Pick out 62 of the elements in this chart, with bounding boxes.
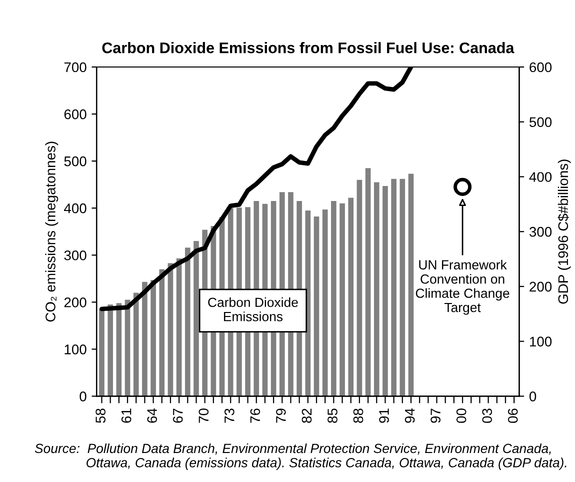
chart-title: Carbon Dioxide Emissions from Fossil Fuel Use: Canada [102, 42, 514, 54]
y2-tick-label: 300 [529, 226, 552, 237]
bar [391, 178, 396, 396]
y2-tick-label: 400 [529, 172, 552, 182]
bar [322, 209, 328, 396]
x-tick-label: 94 [404, 408, 415, 423]
x-tick-label: 97 [430, 408, 440, 423]
line-series [100, 67, 414, 312]
bar [168, 263, 174, 396]
x-tick-label: 61 [121, 408, 132, 423]
bar [184, 248, 190, 396]
bar [348, 198, 354, 396]
y2-tick-label: 0 [529, 392, 536, 402]
y-tick-label: 700 [64, 62, 86, 72]
bar [408, 174, 414, 396]
bar [314, 216, 320, 396]
source-note: Source: Pollution Data Branch, Environmental Protection Service, Environment Canada, Ottawa, Canada (emissions data). Statistics Canada, Ottawa, Canada (GDP data). [34, 443, 566, 470]
bar [99, 309, 104, 396]
bar [142, 282, 148, 396]
x-tick-label: 58 [96, 408, 106, 423]
x-tick-label: 70 [198, 408, 209, 423]
bar [340, 203, 345, 396]
y-tick-label: 600 [64, 109, 86, 120]
y2-axis-title: GDP (1996 C$#billions) [558, 160, 571, 304]
bar [176, 258, 182, 396]
y2-tick-label: 500 [530, 117, 552, 128]
x-tick-label: 64 [147, 408, 158, 423]
x-tick-label: 85 [328, 408, 338, 423]
annotation: Carbon Dioxide Emissions [208, 297, 298, 322]
bar [133, 292, 139, 396]
y2-tick-label: 200 [530, 282, 552, 292]
annotation: UN Framework Convention on Climate Change Target [416, 260, 510, 315]
bar [356, 180, 362, 396]
x-tick-label: 73 [224, 408, 234, 423]
y-axis-title: CO₂ emissions (megatonnes) [45, 142, 58, 322]
y2-tick-label: 600 [530, 62, 552, 72]
x-tick-label: 79 [276, 408, 286, 423]
y2-tick-label: 100 [530, 336, 552, 347]
bar [400, 178, 406, 396]
y-tick-label: 300 [64, 250, 86, 260]
y-tick-label: 200 [64, 297, 86, 308]
bar [108, 304, 114, 396]
y-tick-label: 100 [64, 344, 86, 354]
bar [374, 182, 380, 396]
bar [365, 168, 371, 396]
bar [305, 210, 311, 396]
bar [331, 201, 336, 396]
bar [194, 241, 199, 396]
x-tick-label: 67 [172, 408, 183, 423]
x-tick-label: 82 [302, 408, 312, 423]
x-tick-label: 91 [379, 408, 389, 423]
x-tick-label: 03 [482, 408, 492, 423]
bar [159, 269, 165, 396]
y-tick-label: 0 [80, 392, 86, 402]
bar [150, 280, 156, 396]
x-tick-label: 76 [250, 408, 260, 423]
x-tick-label: 06 [508, 408, 518, 423]
bar [382, 186, 388, 396]
x-tick-label: 88 [353, 408, 364, 423]
y-tick-label: 500 [64, 156, 86, 166]
x-tick-label: 00 [456, 408, 466, 423]
y-tick-label: 400 [64, 203, 86, 214]
